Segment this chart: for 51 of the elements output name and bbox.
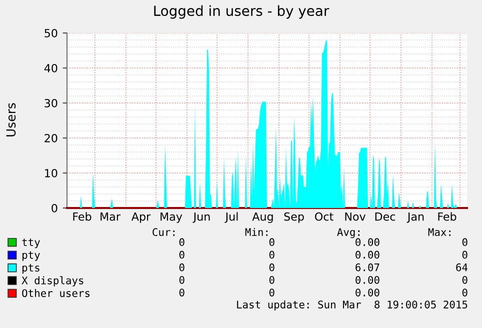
x-tick-label: Mar — [100, 212, 120, 221]
y-tick-label: 20 — [44, 134, 58, 142]
text: 0 — [179, 288, 184, 296]
x-tick-label: Jun — [192, 212, 210, 223]
legend-label: pts — [22, 264, 40, 274]
y-axis-title: Users — [6, 103, 16, 136]
text: 6.07 — [356, 263, 380, 272]
x-tick-label: Apr — [131, 212, 151, 223]
text: Min: — [245, 228, 268, 236]
text: 0 — [462, 250, 468, 259]
text: 0.00 — [356, 250, 380, 259]
text: 0 — [179, 250, 184, 259]
x-tick-label: Nov — [345, 212, 366, 221]
y-tick-label: 50 — [44, 28, 58, 38]
text: Cur: — [152, 228, 174, 236]
text: 0 — [269, 250, 274, 259]
text: Avg: — [337, 228, 360, 238]
chart-title: Logged in users - by year — [154, 5, 330, 19]
text: 0.00 — [356, 288, 380, 296]
text: 0 — [462, 238, 468, 246]
text: 0 — [179, 276, 184, 284]
legend-label: X displays — [22, 276, 84, 286]
text: 0 — [179, 263, 184, 272]
legend-label: tty — [22, 238, 40, 248]
text: 64 — [456, 263, 468, 272]
x-tick-label: Jul — [224, 212, 238, 223]
text: 0 — [462, 288, 468, 296]
text: 0.00 — [356, 276, 380, 284]
x-tick-label: Aug — [252, 212, 273, 223]
text: 0 — [269, 276, 274, 284]
text: Last update: Sun Mar 8 19:00:05 2015 — [237, 300, 468, 310]
legend-label: Other users — [22, 289, 90, 298]
x-tick-label: Feb — [73, 212, 92, 221]
y-tick-label: 30 — [44, 98, 58, 108]
text: 0 — [269, 238, 274, 246]
x-tick-label: Sep — [284, 212, 304, 223]
text: 0 — [269, 288, 274, 296]
text: 0 — [269, 263, 274, 272]
y-tick-label: 0 — [52, 204, 58, 212]
x-tick-label: Feb — [438, 212, 456, 221]
text: Max: — [428, 228, 450, 236]
x-tick-label: Dec — [375, 212, 396, 221]
text: 0.00 — [356, 238, 380, 246]
x-tick-label: Oct — [315, 212, 334, 221]
x-tick-label: May — [160, 212, 182, 223]
text: 0 — [179, 238, 184, 246]
legend-label: pty — [22, 251, 40, 261]
x-tick-label: Jan — [406, 212, 424, 223]
text: 0 — [462, 276, 468, 284]
y-tick-label: 40 — [44, 64, 58, 72]
y-tick-label: 10 — [45, 168, 58, 178]
